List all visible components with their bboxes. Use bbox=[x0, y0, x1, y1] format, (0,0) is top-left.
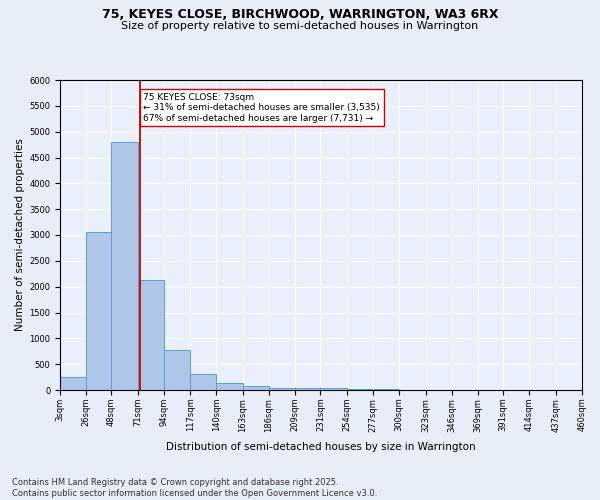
Bar bbox=[320, 388, 347, 390]
Bar bbox=[243, 386, 269, 390]
Bar bbox=[86, 232, 112, 390]
Bar bbox=[137, 280, 164, 390]
Text: 75 KEYES CLOSE: 73sqm
← 31% of semi-detached houses are smaller (3,535)
67% of s: 75 KEYES CLOSE: 73sqm ← 31% of semi-deta… bbox=[143, 93, 380, 122]
Bar bbox=[164, 350, 190, 390]
Bar bbox=[269, 388, 295, 390]
Bar bbox=[217, 383, 243, 390]
Bar bbox=[347, 389, 373, 390]
Y-axis label: Number of semi-detached properties: Number of semi-detached properties bbox=[15, 138, 25, 332]
Text: Distribution of semi-detached houses by size in Warrington: Distribution of semi-detached houses by … bbox=[166, 442, 476, 452]
Text: Size of property relative to semi-detached houses in Warrington: Size of property relative to semi-detach… bbox=[121, 21, 479, 31]
Text: 75, KEYES CLOSE, BIRCHWOOD, WARRINGTON, WA3 6RX: 75, KEYES CLOSE, BIRCHWOOD, WARRINGTON, … bbox=[102, 8, 498, 20]
Bar bbox=[112, 142, 137, 390]
Text: Contains HM Land Registry data © Crown copyright and database right 2025.
Contai: Contains HM Land Registry data © Crown c… bbox=[12, 478, 377, 498]
Bar bbox=[190, 374, 217, 390]
Bar bbox=[295, 388, 320, 390]
Bar bbox=[60, 377, 86, 390]
